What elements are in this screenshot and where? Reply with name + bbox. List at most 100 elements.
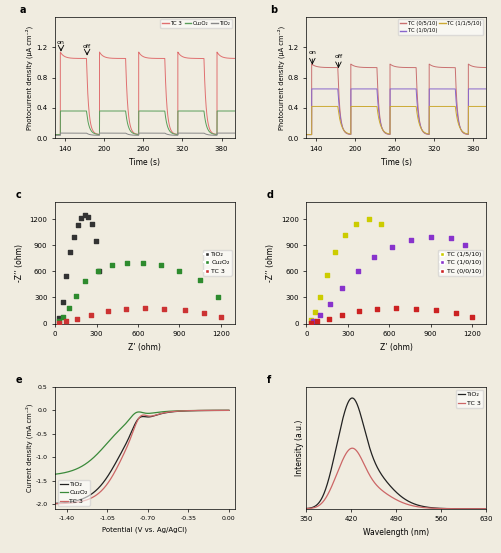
TC 3 [385,492,391,498]
TC 3 [431,505,437,512]
TiO₂ [191,408,197,414]
Point [461,241,469,250]
Legend: TiO₂, Cu₂O₂, TC 3: TiO₂, Cu₂O₂, TC 3 [58,479,90,505]
Legend: TiO₂, Cu₂O₂, TC 3: TiO₂, Cu₂O₂, TC 3 [202,249,231,276]
TC 3 [452,505,458,512]
TiO₂ [431,505,437,512]
Point [373,305,381,314]
Point [323,270,331,279]
Legend: TC (1/5/10), TC (1/0/10), TC (0/0/10): TC (1/5/10), TC (1/0/10), TC (0/0/10) [438,249,483,276]
Point [62,317,70,326]
TC 3 [187,408,193,414]
Cu₂O₂ [129,413,135,420]
Point [60,312,68,321]
Text: on: on [57,40,65,45]
X-axis label: Z’ (ohm): Z’ (ohm) [380,343,413,352]
Cu₂O₂ [191,407,197,414]
Point [66,248,74,257]
Point [307,316,315,325]
Point [181,306,189,315]
TC 3 [448,505,454,512]
Cu₂O₂ [70,467,76,474]
Point [311,308,319,317]
Point [95,267,103,276]
Y-axis label: Intensity (a.u.): Intensity (a.u.) [295,420,304,476]
Cu₂O₂ [187,407,193,414]
Point [427,232,435,241]
X-axis label: Time (s): Time (s) [381,158,412,166]
TiO₂ [452,505,458,512]
Point [354,267,362,276]
Line: TC 3: TC 3 [55,410,229,504]
Point [104,307,112,316]
Point [71,232,79,241]
Point [87,311,95,320]
TiO₂ [52,500,58,507]
Point [307,319,315,327]
Point [157,261,165,270]
Point [352,219,360,228]
Point [74,221,82,229]
Y-axis label: -Z’’ (ohm): -Z’’ (ohm) [15,244,24,281]
Cu₂O₂ [52,471,58,478]
Text: e: e [16,375,22,385]
Legend: TC (0/5/10), TC (1/0/10), TC (1/1/5/10): TC (0/5/10), TC (1/0/10), TC (1/1/5/10) [398,19,483,35]
TC 3 [171,408,177,415]
Point [81,210,89,219]
TiO₂ [448,505,454,512]
Point [88,219,96,228]
Point [55,314,63,323]
Y-axis label: Photocurrent density (μA cm⁻²): Photocurrent density (μA cm⁻²) [277,25,285,129]
Cu₂O₂ [171,408,177,414]
Text: a: a [19,5,26,15]
Point [122,305,130,314]
TC 3 [349,445,355,451]
Point [468,312,476,321]
Line: TC 3: TC 3 [307,448,492,509]
Y-axis label: Current density (mA cm⁻²): Current density (mA cm⁻²) [25,404,33,492]
TC 3 [489,505,495,512]
TC 3 [122,447,128,454]
Text: f: f [267,375,271,385]
Legend: TC 3, Cu₂O₂, TiO₂: TC 3, Cu₂O₂, TiO₂ [160,19,232,28]
Point [108,261,116,270]
TC 3 [70,499,76,506]
Line: TiO₂: TiO₂ [55,410,229,503]
TC 3 [379,487,385,493]
Line: TiO₂: TiO₂ [307,398,492,509]
Point [196,275,204,284]
Point [411,304,419,313]
Legend: TiO₂, TC 3: TiO₂, TC 3 [456,390,483,408]
X-axis label: Potential (V vs. Ag/AgCl): Potential (V vs. Ag/AgCl) [102,527,187,534]
Point [388,243,396,252]
X-axis label: Z’ (ohm): Z’ (ohm) [128,343,161,352]
Point [73,314,81,323]
Point [94,267,102,276]
Text: off: off [334,54,343,59]
TiO₂ [226,407,232,414]
Cu₂O₂ [226,407,232,414]
Point [84,212,92,221]
Point [432,306,440,315]
Point [139,258,147,267]
TC 3 [226,407,232,414]
Point [316,293,324,302]
TiO₂ [379,472,385,478]
TC 3 [323,495,329,502]
Point [200,308,208,317]
TiO₂ [187,408,193,414]
TiO₂ [70,498,76,505]
Point [77,214,85,223]
TC 3 [129,432,135,439]
Point [141,304,149,313]
Point [338,311,346,320]
TC 3 [52,500,58,507]
Text: b: b [271,5,278,15]
TiO₂ [171,408,177,415]
Point [316,310,324,319]
X-axis label: Wavelength (nm): Wavelength (nm) [363,528,429,537]
Point [55,319,63,327]
Point [377,219,385,228]
TC 3 [191,407,197,414]
Line: Cu₂O₂: Cu₂O₂ [55,410,229,474]
